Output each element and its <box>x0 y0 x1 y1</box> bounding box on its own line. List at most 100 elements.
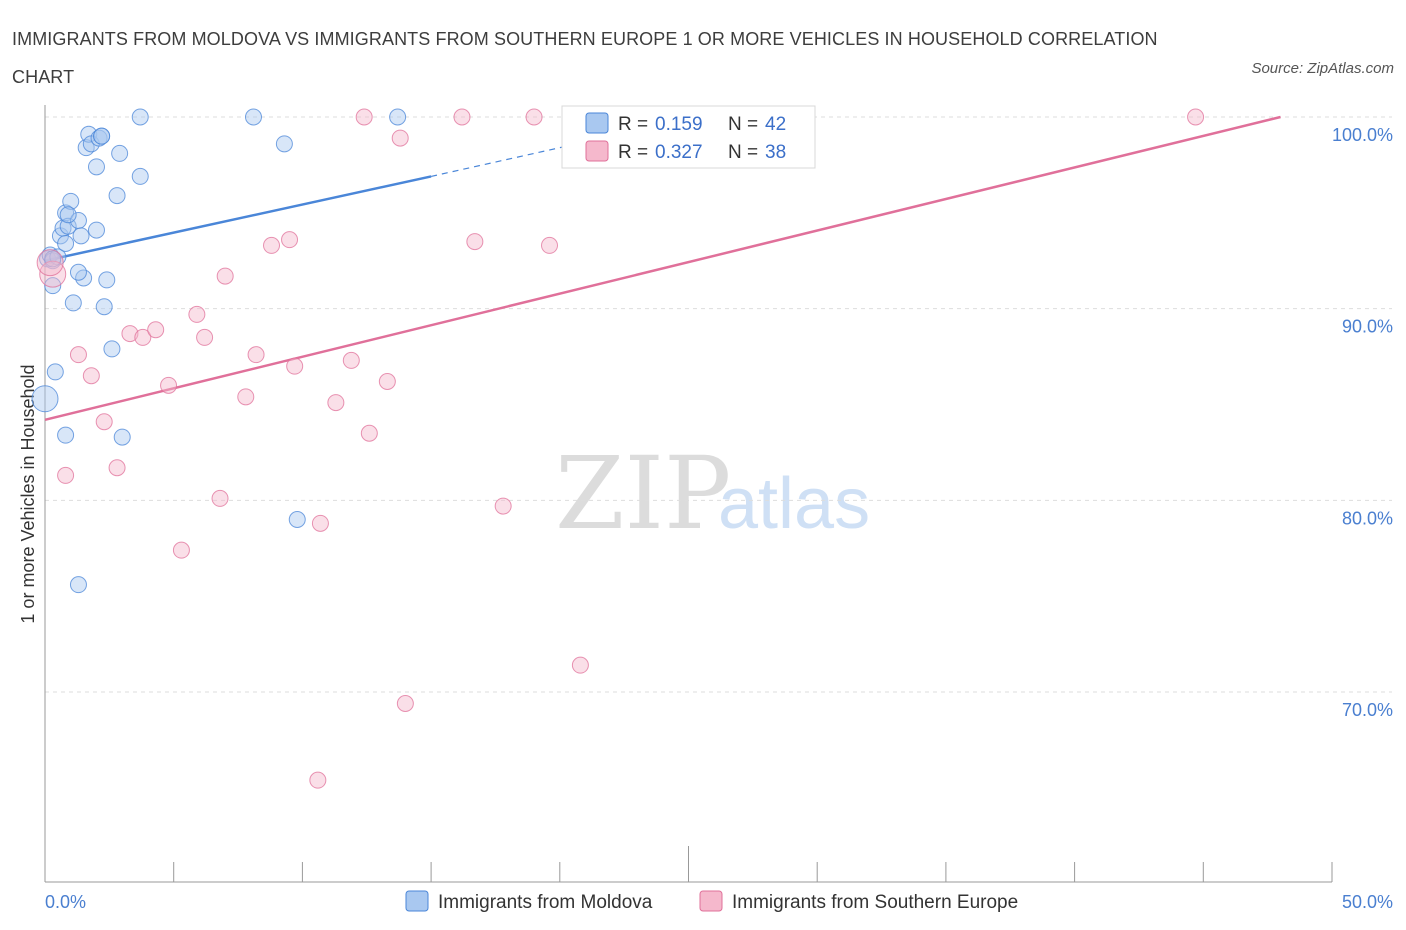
y-tick-label-70: 70.0% <box>1342 700 1393 720</box>
trend-line-moldova-extension <box>430 135 612 178</box>
point-moldova-21 <box>90 129 108 147</box>
point-southern-europe-26 <box>378 373 396 390</box>
x-tick-labels: 0.0% 50.0% <box>45 892 1393 912</box>
point-southern-europe-7 <box>134 328 152 346</box>
point-moldova-33 <box>57 426 75 444</box>
legend-swatch-moldova <box>585 112 609 134</box>
bottom-legend-swatch-southern-europe <box>699 890 723 912</box>
point-southern-europe-21 <box>311 514 329 532</box>
trend-lines <box>44 115 1281 422</box>
point-southern-europe-28 <box>396 695 414 712</box>
point-moldova-3 <box>44 277 62 295</box>
point-moldova-4 <box>31 385 59 413</box>
point-moldova-11 <box>62 192 80 210</box>
point-southern-europe-17 <box>263 236 281 254</box>
point-moldova-30 <box>131 108 149 126</box>
series-legend: Immigrants from Moldova Immigrants from … <box>405 890 1018 913</box>
bottom-legend-swatch-moldova <box>405 890 429 912</box>
x-tick-label-min: 0.0% <box>45 892 86 912</box>
point-southern-europe-23 <box>342 351 360 369</box>
point-southern-europe-31 <box>494 497 512 515</box>
legend-r-label-1: R = <box>618 142 648 163</box>
point-southern-europe-3 <box>82 367 100 385</box>
point-moldova-31 <box>69 263 87 281</box>
point-moldova-24 <box>98 271 116 289</box>
y-axis-label: 1 or more Vehicles in Household <box>18 364 38 623</box>
point-southern-europe-19 <box>286 357 304 375</box>
watermark-atlas: atlas <box>718 464 870 544</box>
point-southern-europe-24 <box>355 108 373 126</box>
point-southern-europe-10 <box>172 541 190 559</box>
y-tick-label-90: 90.0% <box>1342 317 1393 337</box>
point-moldova-14 <box>72 227 90 245</box>
trend-line-moldova <box>44 175 432 262</box>
point-moldova-29 <box>131 167 149 185</box>
point-southern-europe-5 <box>108 459 126 477</box>
point-moldova-34 <box>69 576 87 594</box>
point-southern-europe-29 <box>453 108 471 126</box>
point-southern-europe-13 <box>211 489 229 507</box>
legend-n-label-0: N = <box>728 114 758 135</box>
point-moldova-38 <box>389 108 407 126</box>
data-points <box>31 108 1205 789</box>
point-moldova-28 <box>113 428 131 446</box>
point-southern-europe-16 <box>247 346 265 364</box>
point-moldova-20 <box>87 221 105 239</box>
point-southern-europe-12 <box>196 328 214 346</box>
legend-n-value-1: 38 <box>765 142 786 163</box>
point-southern-europe-8 <box>147 321 165 339</box>
point-moldova-41 <box>44 250 62 268</box>
point-southern-europe-2 <box>69 346 87 364</box>
point-southern-europe-37 <box>36 249 64 277</box>
point-southern-europe-32 <box>525 108 543 126</box>
point-southern-europe-22 <box>327 394 345 412</box>
point-moldova-36 <box>275 135 293 153</box>
point-southern-europe-9 <box>160 376 178 394</box>
legend-r-value-1: 0.327 <box>655 142 703 163</box>
trend-line-southern-europe <box>44 115 1281 422</box>
point-southern-europe-20 <box>309 771 327 789</box>
point-southern-europe-1 <box>57 466 75 484</box>
point-southern-europe-27 <box>391 129 409 147</box>
legend-n-value-0: 42 <box>765 114 786 135</box>
point-moldova-32 <box>46 363 64 381</box>
point-southern-europe-4 <box>95 413 113 431</box>
bottom-legend-label-moldova: Immigrants from Moldova <box>438 892 653 913</box>
point-moldova-23 <box>95 298 113 316</box>
point-southern-europe-14 <box>216 267 234 285</box>
legend-r-label-0: R = <box>618 114 648 135</box>
point-southern-europe-15 <box>237 388 255 406</box>
legend-swatch-southern-europe <box>585 140 609 162</box>
y-tick-label-80: 80.0% <box>1342 508 1393 528</box>
point-southern-europe-25 <box>360 424 378 442</box>
point-moldova-37 <box>288 511 306 528</box>
chart-title: IMMIGRANTS FROM MOLDOVA VS IMMIGRANTS FR… <box>12 29 1158 87</box>
point-southern-europe-0 <box>39 260 67 288</box>
point-moldova-8 <box>57 235 75 252</box>
point-moldova-27 <box>111 144 129 162</box>
point-southern-europe-11 <box>188 305 206 323</box>
point-moldova-12 <box>64 294 82 312</box>
point-southern-europe-6 <box>121 325 139 343</box>
x-ticks <box>44 846 1333 882</box>
point-southern-europe-30 <box>466 233 484 251</box>
point-moldova-35 <box>244 108 262 126</box>
point-moldova-19 <box>87 158 105 176</box>
point-southern-europe-34 <box>571 656 589 674</box>
legend-n-label-1: N = <box>728 142 758 163</box>
stats-legend: R = 0.159 N = 42 R = 0.327 N = 38 <box>561 105 816 169</box>
point-southern-europe-36 <box>1187 108 1205 126</box>
point-southern-europe-33 <box>541 236 559 254</box>
point-southern-europe-18 <box>281 231 299 249</box>
point-moldova-17 <box>80 125 98 143</box>
point-moldova-26 <box>108 187 126 205</box>
y-tick-label-100: 100.0% <box>1332 125 1393 145</box>
x-tick-label-max: 50.0% <box>1342 892 1393 912</box>
source-label: Source: ZipAtlas.com <box>1251 60 1394 77</box>
point-moldova-25 <box>103 340 121 358</box>
bottom-legend-label-southern-europe: Immigrants from Southern Europe <box>732 892 1018 913</box>
point-moldova-39 <box>59 206 77 224</box>
point-moldova-40 <box>93 127 111 145</box>
watermark-zip: ZIP <box>555 435 731 552</box>
